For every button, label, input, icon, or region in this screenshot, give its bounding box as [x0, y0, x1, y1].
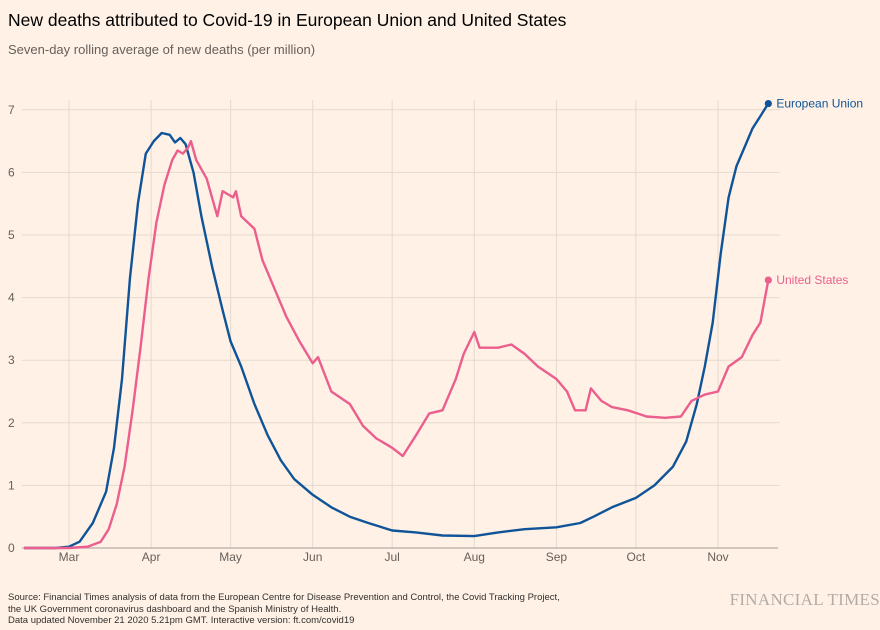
footer-source: Source: Financial Times analysis of data…	[8, 592, 560, 627]
x-tick-label: Oct	[627, 550, 646, 564]
y-tick-label: 2	[8, 416, 15, 430]
series-end-dot	[764, 276, 772, 284]
x-tick-label: Aug	[464, 550, 485, 564]
chart-subtitle: Seven-day rolling average of new deaths …	[8, 42, 316, 57]
x-tick-label: Mar	[59, 550, 80, 564]
series-label: United States	[776, 273, 848, 287]
x-tick-label: Nov	[707, 550, 728, 564]
chart-title: New deaths attributed to Covid-19 in Eur…	[8, 10, 567, 30]
series-label: European Union	[776, 97, 863, 111]
x-tick-label: Jun	[303, 550, 322, 564]
y-tick-label: 3	[8, 353, 15, 367]
series-line-us	[24, 139, 770, 550]
y-tick-label: 4	[8, 291, 15, 305]
y-tick-label: 6	[8, 165, 15, 179]
source-line-1: Source: Financial Times analysis of data…	[8, 592, 560, 603]
updated-line: Data updated November 21 2020 5.21pm GMT…	[8, 615, 355, 626]
y-tick-label: 5	[8, 228, 15, 242]
x-tick-label: Jul	[385, 550, 400, 564]
x-tick-label: May	[219, 550, 242, 564]
y-tick-label: 7	[8, 103, 15, 117]
source-line-2: the UK Government coronavirus dashboard …	[8, 603, 342, 615]
y-tick-label: 1	[8, 478, 15, 492]
x-tick-label: Sep	[546, 550, 568, 564]
y-tick-label: 0	[8, 541, 15, 555]
ft-logo: FINANCIAL TIMES	[729, 590, 880, 609]
x-tick-label: Apr	[142, 550, 161, 564]
series-end-dot	[764, 99, 772, 108]
series-line-eu	[24, 102, 770, 550]
line-chart: 0 1 2 3 4 5 6 7 Mar Apr May Jun Jul Aug Sep Oct Nov Europ…	[8, 97, 863, 564]
